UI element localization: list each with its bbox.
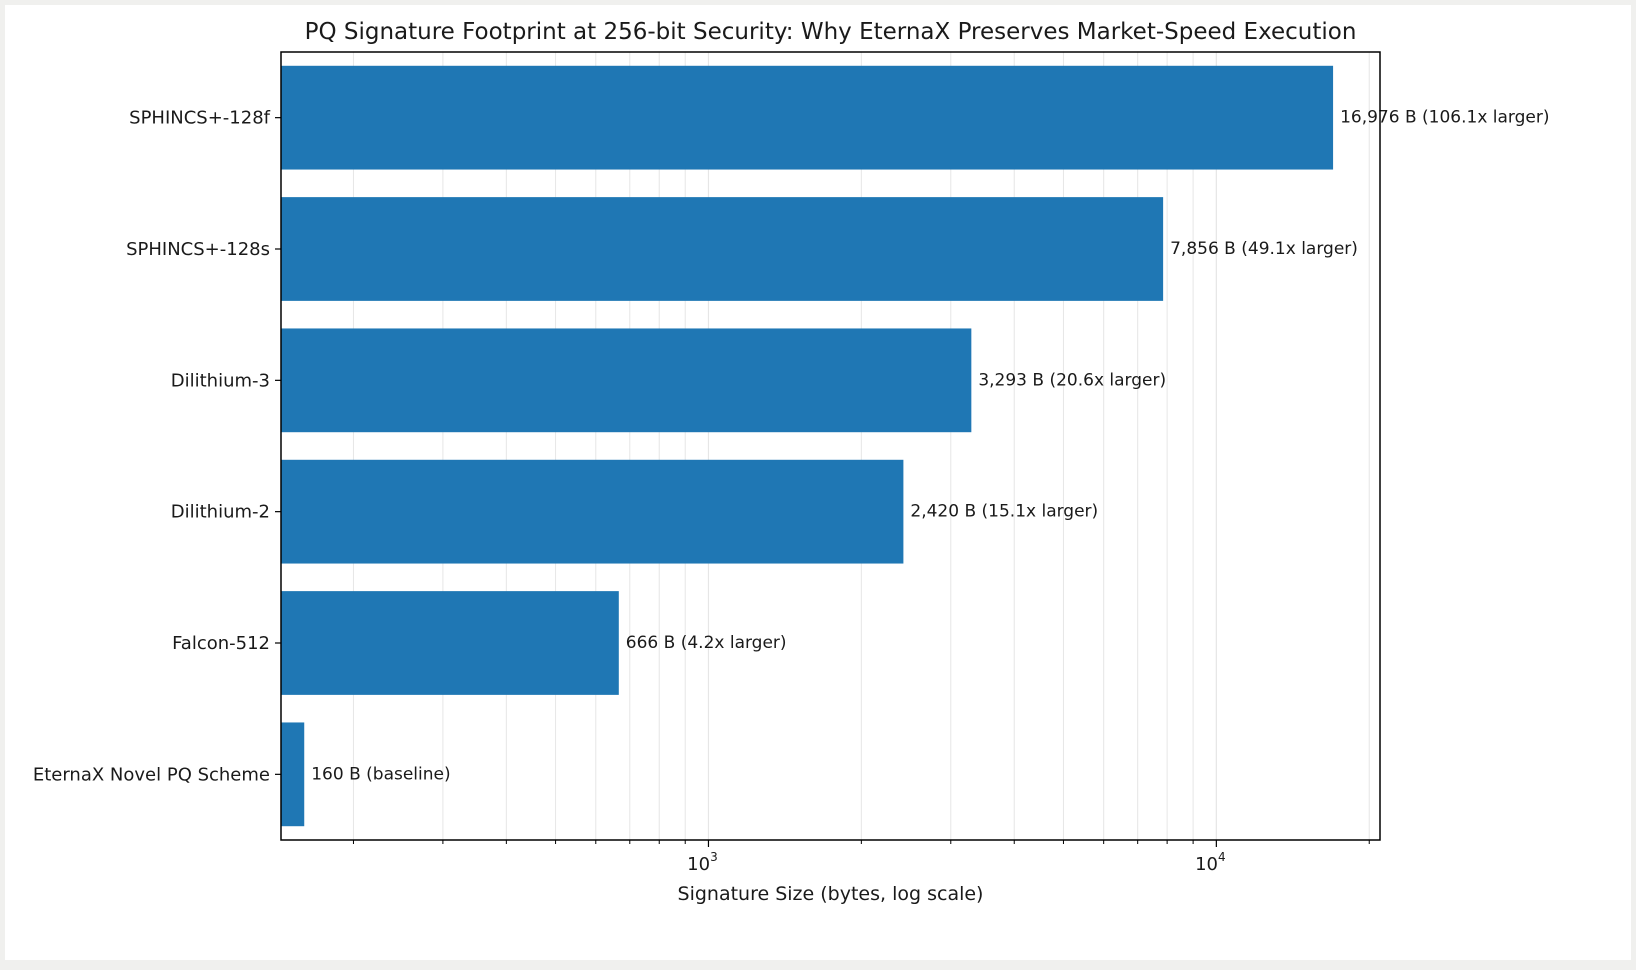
x-tick-exponent: 3 [710,850,718,864]
x-axis-ticks: 103 104 [352,840,1370,875]
labels-layer: 160 B (baseline) 666 B (4.2x larger) 2,420… [311,108,1549,785]
chart-frame: PQ Signature Footprint at 256-bit Securi… [5,5,1631,960]
bar-value-label: 160 B (baseline) [311,764,450,784]
y-tick-label: Dilithium-2 [171,502,270,523]
bar-value-label: 666 B (4.2x larger) [626,633,787,653]
chart-title: PQ Signature Footprint at 256-bit Securi… [305,19,1357,45]
y-tick-label: Dilithium-3 [171,370,270,391]
bar [281,459,904,564]
y-axis-ticks: EternaX Novel PQ Scheme Falcon-512 Dilithi… [33,108,281,785]
chart-svg: PQ Signature Footprint at 256-bit Securi… [33,19,1550,905]
y-tick-label: EternaX Novel PQ Scheme [33,764,270,785]
y-tick-label: SPHINCS+-128s [126,239,270,260]
bar-value-label: 7,856 B (49.1x larger) [1170,239,1358,259]
bar [281,591,619,695]
x-tick-label: 104 [1195,850,1226,875]
x-tick-exponent: 4 [1218,850,1226,864]
bar-value-label: 16,976 B (106.1x larger) [1340,108,1549,128]
bar-value-label: 2,420 B (15.1x larger) [910,502,1098,522]
bars-layer [281,65,1334,827]
bar [281,722,305,827]
y-tick-label: SPHINCS+-128f [129,108,271,129]
x-tick-label: 103 [687,850,718,875]
plot-area-border [280,51,1381,841]
bar [281,65,1334,170]
y-tick-label: Falcon-512 [172,633,270,654]
bar [281,328,972,433]
x-axis-label: Signature Size (bytes, log scale) [678,883,984,905]
bar-value-label: 3,293 B (20.6x larger) [978,370,1166,390]
bar [281,197,1164,301]
grid-layer [352,52,1370,840]
